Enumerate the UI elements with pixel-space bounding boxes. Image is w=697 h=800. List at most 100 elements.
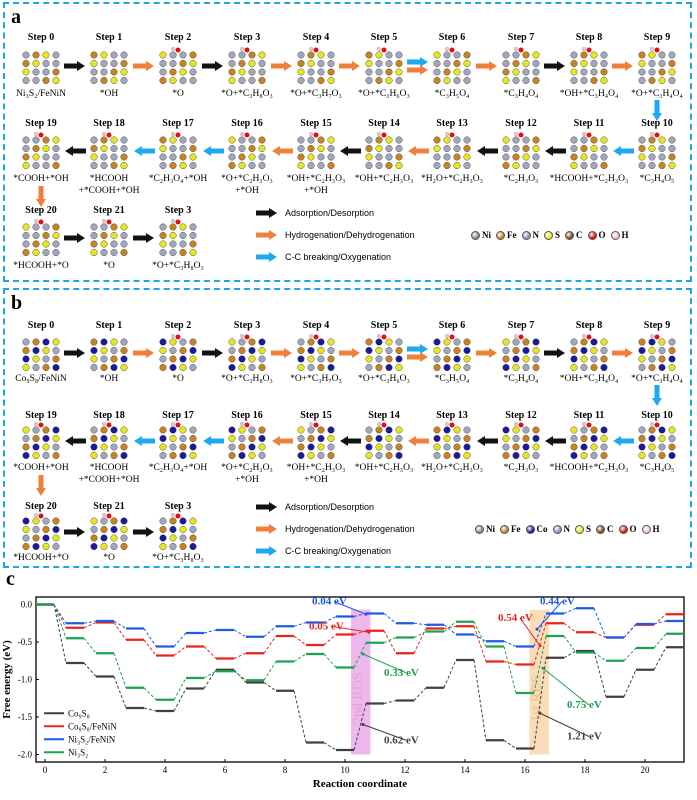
transition-line	[143, 707, 157, 712]
y-tick-label: -0.5	[18, 637, 33, 647]
species-label: *O+*C₃H₇O₃	[290, 374, 342, 384]
h-atom-icon	[641, 524, 651, 534]
step-label: Step 5	[370, 320, 398, 331]
step-label: Step 20	[25, 205, 57, 216]
panel-label: b	[11, 292, 23, 314]
annotation-arrowhead	[541, 666, 545, 670]
panel-b: b Step 0 Co₉S₈/FeNiN Step 1 *OH Step 2 *O Step …	[3, 288, 692, 568]
species-label: *H₂O+*C₂H₃O₃	[421, 174, 483, 184]
transition-line	[653, 620, 667, 625]
transition-line	[173, 688, 187, 712]
barrier-annotation: 0.62 eV	[384, 734, 419, 746]
legend-label: Adsorption/Desorption	[285, 208, 375, 218]
transition-line	[593, 631, 607, 638]
atom-legend-item: O	[618, 523, 637, 535]
transition-line	[53, 604, 67, 624]
annotation-arrowhead	[361, 652, 365, 656]
species-label: *C₃H₄O₄	[503, 89, 539, 99]
orange-right-arrow-icon	[612, 348, 633, 358]
species-label: *OH	[99, 374, 119, 384]
annotation-arrow	[542, 667, 590, 706]
atom-legend-item: C	[596, 523, 614, 535]
transition-line	[173, 646, 187, 656]
barrier-annotation: 1.21 eV	[567, 731, 602, 743]
step-label: Step 9	[643, 32, 671, 43]
orange-right-arrow-icon	[256, 524, 277, 534]
atomic-structure-icon	[90, 422, 128, 460]
step-label: Step 7	[507, 320, 535, 331]
black-right-arrow-icon	[64, 233, 85, 243]
rds-label: 1st RDS	[530, 675, 545, 722]
transition-line	[143, 639, 157, 656]
orange-down-arrow-icon	[36, 475, 46, 496]
ni-atom-icon	[471, 230, 480, 240]
transition-line	[533, 657, 547, 749]
y-axis-label: Free energy (eV)	[1, 640, 13, 719]
orange-left-arrow-icon	[271, 436, 293, 446]
atom-legend-item: Fe	[500, 523, 521, 535]
annotation-arrowhead	[364, 612, 368, 616]
atom-legend-item: Ni	[471, 229, 491, 241]
species-label: *O	[172, 89, 184, 99]
step-label: Step 3	[164, 205, 192, 216]
transition-line	[413, 631, 427, 638]
barrier-annotation: 0.05 eV	[309, 620, 344, 632]
atom-name: C	[576, 230, 583, 240]
transition-line	[113, 676, 127, 709]
species-label: *C₃H₄O₄	[503, 374, 539, 384]
species-label: *HCOOH+*C₂H₃O₃	[549, 463, 629, 473]
series-2	[36, 603, 684, 648]
species-label: *HCOOH+*O	[13, 261, 69, 271]
transition-line	[353, 613, 367, 617]
x-tick-label: 10	[341, 765, 351, 775]
transition-line	[233, 652, 247, 659]
black-right-arrow-icon	[132, 233, 154, 243]
species-label: *C₃H₅O₄	[434, 89, 470, 99]
atomic-structure-icon	[365, 422, 403, 460]
atomic-structure-icon	[22, 338, 60, 372]
transition-line	[443, 621, 457, 632]
step-label: Step 21	[93, 205, 125, 216]
blue-left-arrow-icon	[613, 146, 634, 156]
atomic-structure-icon	[502, 422, 540, 460]
annotation-arrow	[536, 601, 563, 630]
black-right-arrow-icon	[544, 348, 565, 358]
atomic-structure-icon	[433, 422, 471, 460]
species-label: *OH+*C₃H₄O₄	[559, 89, 619, 99]
step-label: Step 6	[438, 32, 466, 43]
transition-line	[503, 661, 517, 665]
atomic-structure-icon	[365, 334, 403, 372]
transition-line	[83, 662, 97, 677]
step-label: Step 1	[95, 32, 123, 43]
species-label: *O	[172, 374, 184, 384]
atom-legend-item: N	[552, 523, 570, 535]
ni-atom-icon	[475, 524, 484, 534]
legend-label: Ni₃S₂/FeNiN	[68, 734, 116, 744]
transition-line	[203, 669, 217, 689]
transition-line	[233, 669, 247, 683]
series-0	[36, 603, 684, 752]
step-label: Step 3	[164, 501, 192, 512]
x-tick-label: 14	[461, 765, 471, 775]
step-label: Step 12	[505, 118, 537, 129]
species-label: *OH+*C₂H₃O₃ +*OH	[286, 463, 346, 485]
fe-atom-icon	[496, 230, 505, 240]
x-tick-label: 0	[43, 765, 48, 775]
orange-right-arrow-icon	[270, 348, 292, 358]
atom-legend: Ni Fe N S C O H	[471, 229, 629, 241]
co-atom-icon	[525, 524, 535, 534]
atom-name: Co	[536, 524, 548, 534]
barrier-annotation: 0.04 eV	[312, 596, 347, 608]
species-label: *OH+*C₂H₃O₃	[354, 174, 414, 184]
transition-line	[593, 608, 607, 638]
transition-line	[623, 647, 637, 662]
transition-line	[473, 659, 487, 741]
atom-name: H	[621, 230, 629, 240]
rds-label: 2nd RDS	[351, 672, 366, 724]
transition-line	[383, 613, 397, 624]
species-label: *C₃H₄O₅	[639, 463, 675, 473]
n-atom-icon	[552, 524, 562, 534]
step-label: Step 1	[95, 320, 123, 331]
atomic-structure-icon	[297, 132, 335, 170]
atom-legend-item: S	[575, 523, 591, 535]
